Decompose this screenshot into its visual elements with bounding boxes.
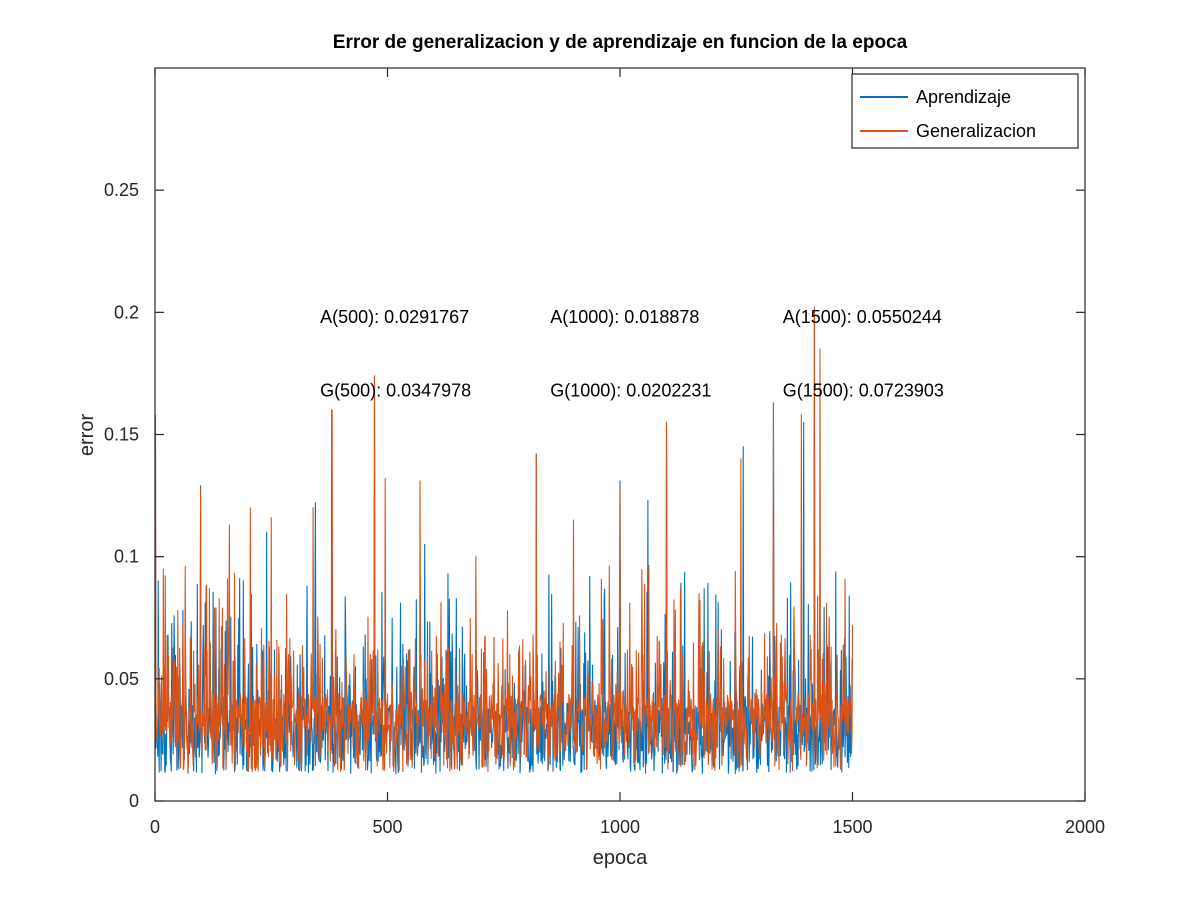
series-layer xyxy=(154,306,854,775)
y-tick-label: 0 xyxy=(129,791,139,811)
annotation-a500: A(500): 0.0291767 xyxy=(320,307,469,327)
annotation-layer: A(500): 0.0291767 A(1000): 0.018878 A(1500… xyxy=(320,307,944,400)
legend-label-aprendizaje: Aprendizaje xyxy=(916,87,1011,107)
ticks-layer: 0 500 1000 1500 2000 0 0.05 0.1 0.15 0.2 0.25 xyxy=(104,68,1105,837)
x-tick-label: 1500 xyxy=(832,817,872,837)
x-axis-label: epoca xyxy=(593,847,648,869)
annotation-a1500: A(1500): 0.0550244 xyxy=(783,307,942,327)
x-tick-label: 1000 xyxy=(600,817,640,837)
y-tick-label: 0.15 xyxy=(104,425,139,445)
x-tick-label: 500 xyxy=(372,817,402,837)
legend: Aprendizaje Generalizacion xyxy=(851,73,1079,149)
annotation-g1500: G(1500): 0.0723903 xyxy=(783,381,944,401)
annotation-g500: G(500): 0.0347978 xyxy=(320,381,471,401)
y-tick-label: 0.25 xyxy=(104,180,139,200)
y-tick-label: 0.2 xyxy=(114,302,139,322)
annotation-g1000: G(1000): 0.0202231 xyxy=(550,381,711,401)
chart-title: Error de generalizacion y de aprendizaje… xyxy=(333,32,908,53)
y-tick-label: 0.05 xyxy=(104,669,139,689)
x-tick-label: 2000 xyxy=(1065,817,1105,837)
y-tick-label: 0.1 xyxy=(114,547,139,567)
legend-label-generalizacion: Generalizacion xyxy=(916,121,1036,141)
x-tick-label: 0 xyxy=(150,817,160,837)
series-line-generalizacion xyxy=(154,306,854,773)
annotation-a1000: A(1000): 0.018878 xyxy=(550,307,699,327)
y-axis-label: error xyxy=(76,414,98,457)
legend-box xyxy=(851,73,1079,149)
